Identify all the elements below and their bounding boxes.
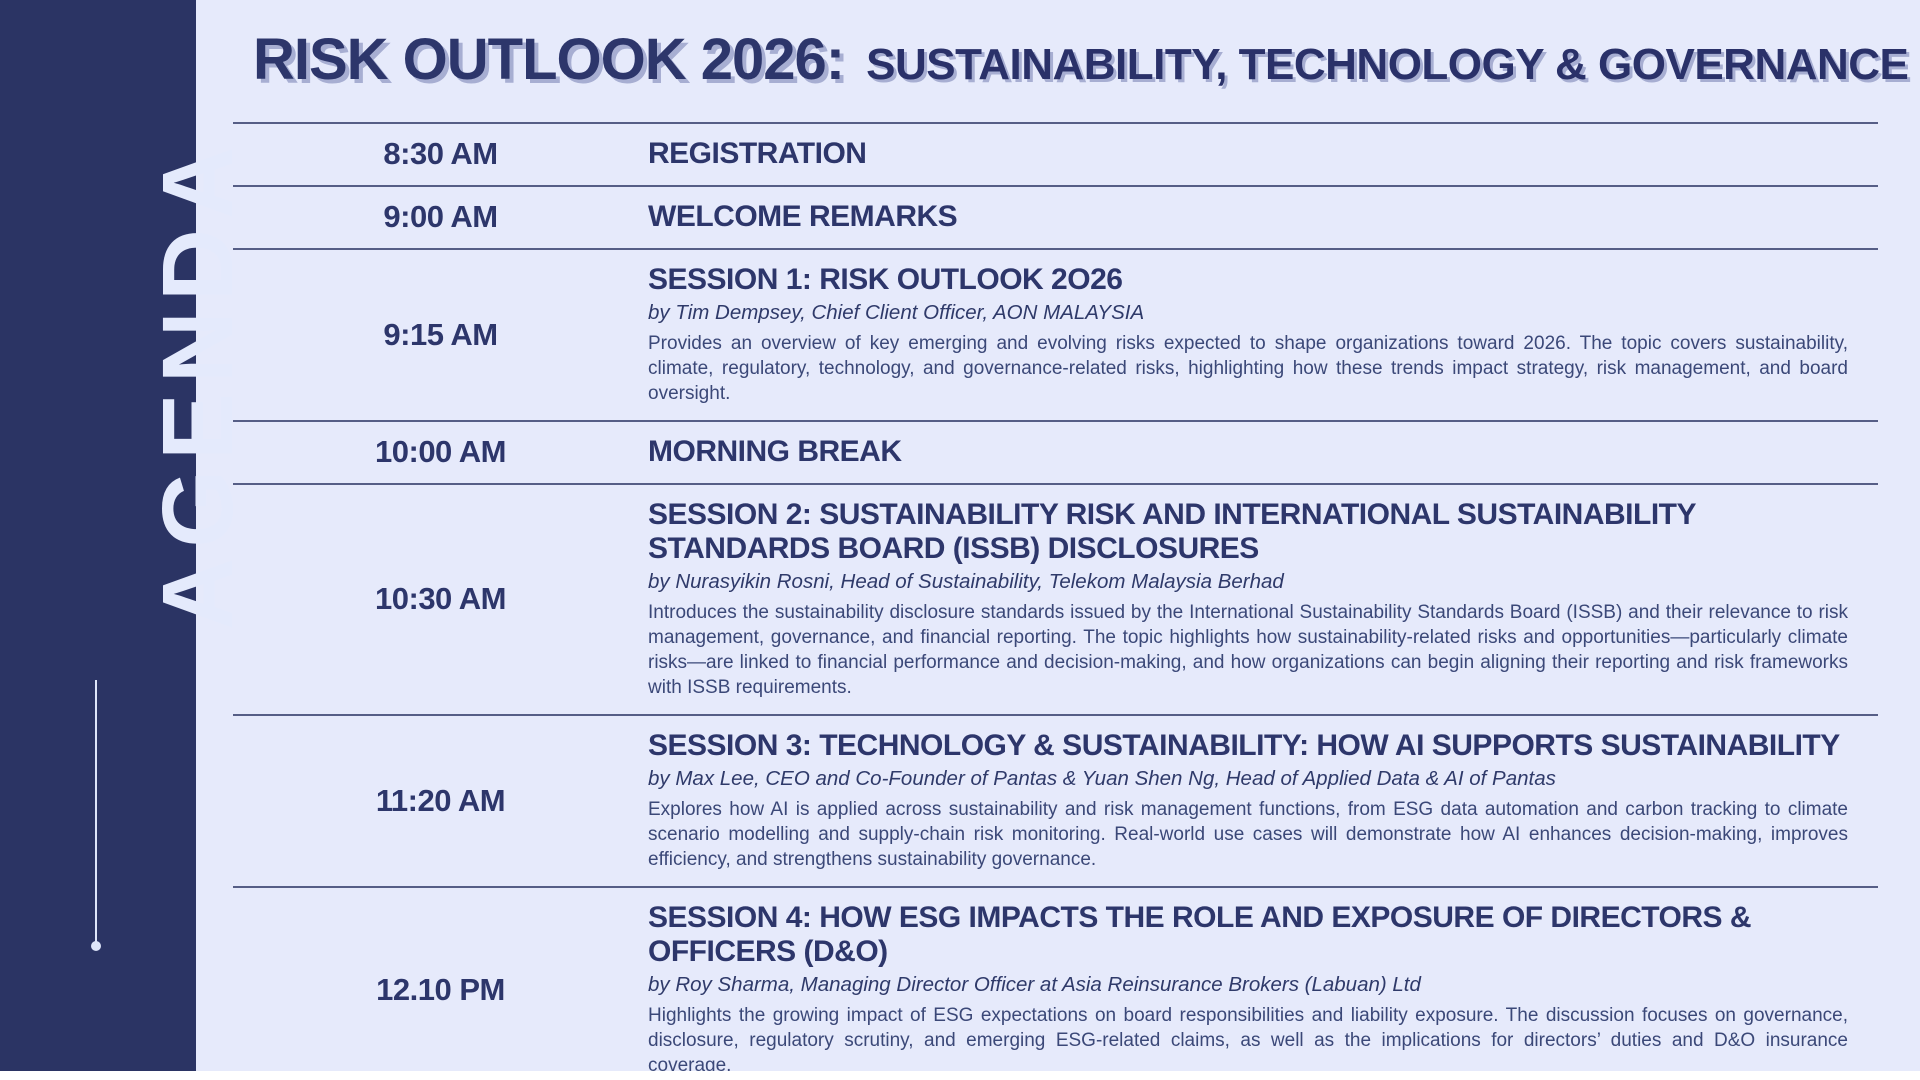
bottom-white-strip [0,1071,1920,1080]
agenda-time: 8:30 AM [383,136,498,172]
agenda-table: 8:30 AM REGISTRATION 9:00 AM WELCOME REM… [233,122,1878,1080]
agenda-row: 11:20 AM SESSION 3: TECHNOLOGY & SUSTAIN… [233,716,1878,889]
agenda-row: 12.10 PM SESSION 4: HOW ESG IMPACTS THE … [233,888,1878,1080]
agenda-item-title: SESSION 2: SUSTAINABILITY RISK AND INTER… [648,497,1696,565]
agenda-description: Explores how AI is applied across sustai… [648,798,1848,870]
agenda-item-title: REGISTRATION [648,137,867,170]
agenda-row: 9:15 AM SESSION 1: RISK OUTLOOK 2O26 by … [233,250,1878,422]
agenda-item-title: MORNING BREAK [648,434,902,468]
agenda-speaker: by Tim Dempsey, Chief Client Officer, AO… [648,300,1145,324]
sidebar-decorative-dot [91,941,101,951]
agenda-row: 9:00 AM WELCOME REMARKS [233,187,1878,250]
agenda-row-content: WELCOME REMARKS [648,187,1878,248]
agenda-time: 9:15 AM [383,316,498,352]
agenda-row-content: SESSION 2: SUSTAINABILITY RISK AND INTER… [648,485,1878,714]
agenda-time: 10:30 AM [375,581,506,617]
agenda-speaker: by Nurasyikin Rosni, Head of Sustainabil… [648,569,1284,593]
subtitle-text: SUSTAINABILITY, TECHNOLOGY & GOVERNANCE [866,40,1909,89]
page-title: RISK OUTLOOK 2026: SUSTAINABILITY, TECHNO… [233,0,1909,122]
agenda-time: 12.10 PM [376,972,505,1008]
agenda-row: 10:00 AM MORNING BREAK [233,422,1878,485]
agenda-description: Provides an overview of key emerging and… [648,332,1848,404]
title-text: RISK OUTLOOK 2026: [253,27,845,92]
main-content: RISK OUTLOOK 2026: SUSTAINABILITY, TECHNO… [196,0,1920,1076]
agenda-item-title: WELCOME REMARKS [648,199,958,233]
agenda-row-content: SESSION 4: HOW ESG IMPACTS THE ROLE AND … [648,888,1878,1080]
agenda-item-title: SESSION 3: TECHNOLOGY & SUSTAINABILITY: … [648,728,1840,762]
agenda-time: 11:20 AM [375,782,506,818]
agenda-row-content: REGISTRATION [648,124,1878,185]
agenda-time: 9:00 AM [383,199,498,235]
agenda-speaker: by Roy Sharma, Managing Director Officer… [648,972,1421,996]
agenda-row: 10:30 AM SESSION 2: SUSTAINABILITY RISK … [233,485,1878,716]
agenda-item-title: SESSION 4: HOW ESG IMPACTS THE ROLE AND … [648,901,1752,968]
agenda-item-title: SESSION 1: RISK OUTLOOK 2O26 [648,262,1123,296]
agenda-row-content: MORNING BREAK [648,422,1878,483]
agenda-row: 8:30 AM REGISTRATION [233,122,1878,187]
agenda-description: Introduces the sustainability disclosure… [648,601,1848,698]
agenda-time: 10:00 AM [375,434,506,470]
agenda-description: Highlights the growing impact of ESG exp… [648,1004,1848,1076]
agenda-row-content: SESSION 3: TECHNOLOGY & SUSTAINABILITY: … [648,716,1878,886]
sidebar: AGENDA [0,0,254,1080]
sidebar-decorative-line [91,680,101,951]
agenda-speaker: by Max Lee, CEO and Co-Founder of Pantas… [648,766,1556,790]
agenda-row-content: SESSION 1: RISK OUTLOOK 2O26 by Tim Demp… [648,250,1878,420]
